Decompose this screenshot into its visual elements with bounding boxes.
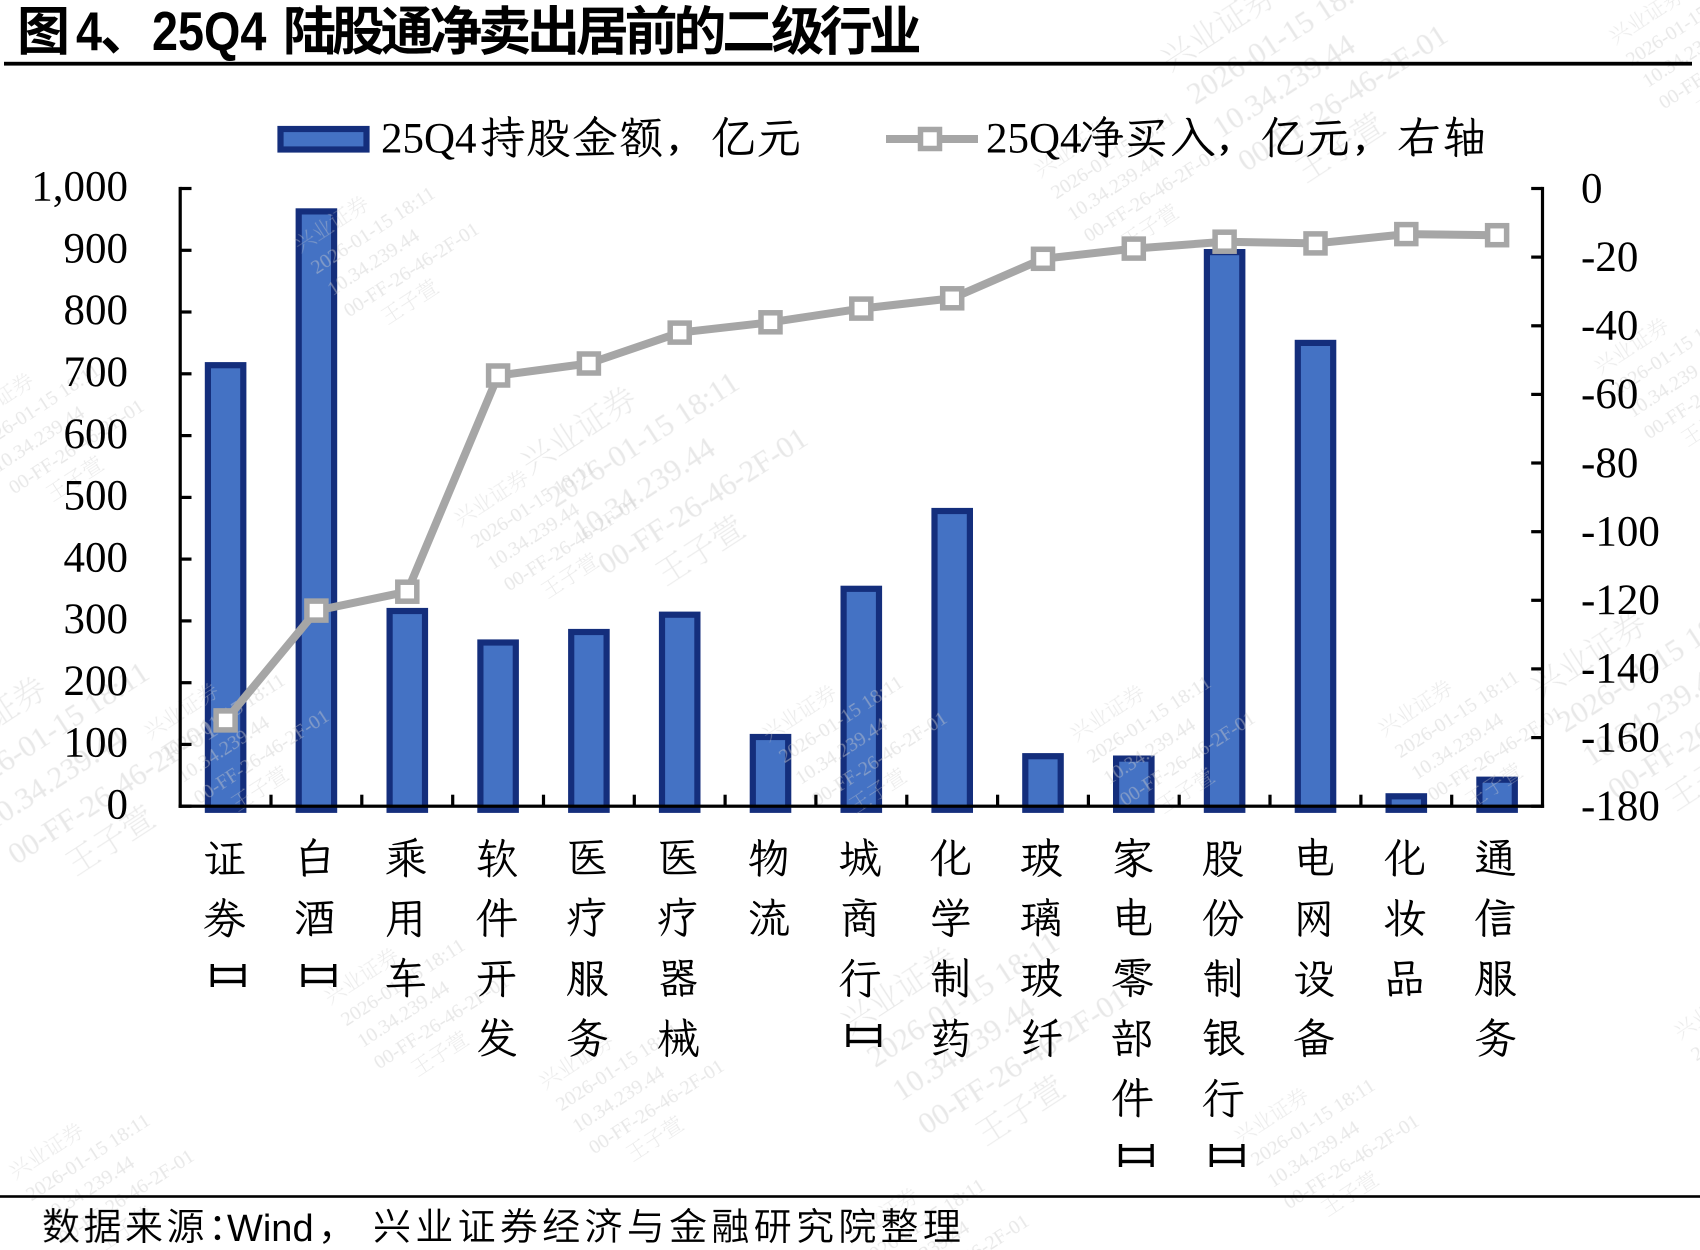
svg-text:-180: -180	[1581, 783, 1660, 830]
svg-text:0: 0	[1581, 165, 1603, 212]
svg-text:300: 300	[64, 596, 129, 643]
svg-text:100: 100	[64, 720, 129, 767]
svg-text:-160: -160	[1581, 714, 1660, 761]
svg-text:25Q4: 25Q4	[381, 116, 477, 163]
svg-text:600: 600	[64, 411, 129, 458]
svg-text:-40: -40	[1581, 303, 1638, 350]
svg-text:-80: -80	[1581, 440, 1638, 487]
svg-text:200: 200	[64, 658, 129, 705]
svg-text:Wind: Wind	[227, 1208, 314, 1250]
svg-text:1,000: 1,000	[31, 164, 128, 211]
svg-text:-100: -100	[1581, 509, 1660, 556]
svg-text:-20: -20	[1581, 234, 1638, 281]
svg-text:0: 0	[107, 781, 129, 828]
svg-text:-120: -120	[1581, 577, 1660, 624]
svg-text:25Q4: 25Q4	[152, 0, 267, 61]
svg-text:-140: -140	[1581, 646, 1660, 693]
svg-text:900: 900	[64, 226, 129, 273]
svg-text:25Q4: 25Q4	[986, 116, 1082, 163]
svg-text:800: 800	[64, 287, 129, 334]
svg-text:400: 400	[64, 534, 129, 581]
svg-text:-60: -60	[1581, 371, 1638, 418]
svg-text:4: 4	[76, 0, 103, 61]
svg-text:500: 500	[64, 473, 129, 520]
svg-text:700: 700	[64, 349, 129, 396]
